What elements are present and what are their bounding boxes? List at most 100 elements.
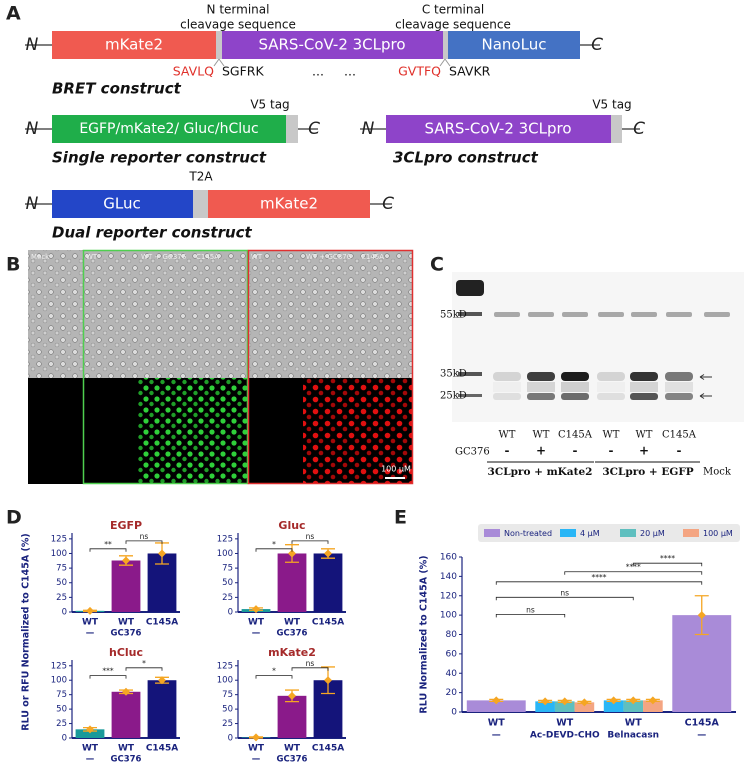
construct-name: 3CLpro construct bbox=[393, 149, 539, 167]
y-axis-label: RLU or RFU Normalized to C145A (%) bbox=[21, 533, 32, 731]
segment-label: GLuc bbox=[103, 195, 140, 213]
n-terminus: N bbox=[26, 119, 39, 139]
significance-bracket bbox=[291, 667, 329, 671]
site-caption: cleavage sequence bbox=[180, 18, 296, 32]
y-tick-label: 25 bbox=[222, 719, 233, 729]
y-tick-label: 25 bbox=[56, 719, 67, 729]
legend-label: 20 μM bbox=[640, 529, 665, 538]
band bbox=[630, 393, 658, 400]
significance-label: ns bbox=[140, 532, 149, 541]
c-terminus: C bbox=[591, 35, 603, 55]
treatment-sign: + bbox=[536, 444, 546, 458]
y-tick-label: 75 bbox=[222, 690, 233, 700]
y-tick-label: 100 bbox=[51, 549, 67, 559]
y-tick-label: 100 bbox=[51, 676, 67, 686]
x-tick-note: GC376 bbox=[111, 629, 142, 639]
smear bbox=[665, 382, 693, 392]
construct-name: Dual reporter construct bbox=[52, 224, 253, 242]
x-tick-label: WT bbox=[556, 718, 573, 729]
significance-bracket bbox=[89, 675, 127, 679]
x-tick-note: GC376 bbox=[277, 755, 308, 764]
group-label: 3CLpro + mKate2 bbox=[488, 466, 593, 478]
n-terminus: N bbox=[26, 194, 39, 214]
smear bbox=[493, 382, 521, 392]
band bbox=[494, 312, 520, 317]
mean-point bbox=[288, 549, 296, 558]
x-tick-note: — bbox=[697, 731, 706, 741]
y-tick-label: 50 bbox=[222, 578, 233, 588]
y-tick-label: 125 bbox=[51, 661, 67, 671]
lane-label: WT bbox=[636, 430, 653, 441]
marker-label: 35kD bbox=[440, 369, 467, 380]
mean-point bbox=[648, 696, 657, 705]
x-tick-note: Belnacasn bbox=[607, 731, 659, 741]
y-tick-label: 80 bbox=[446, 630, 458, 640]
x-tick-label: WT bbox=[284, 744, 301, 754]
significance-label: ns bbox=[306, 659, 315, 668]
mean-point bbox=[609, 696, 618, 705]
band bbox=[493, 393, 521, 400]
chart-title: mKate2 bbox=[268, 646, 316, 659]
mean-point bbox=[252, 733, 260, 742]
tag-label: V5 tag bbox=[250, 98, 289, 112]
band bbox=[666, 312, 692, 317]
band bbox=[561, 372, 589, 381]
legend-swatch bbox=[560, 529, 576, 537]
segment-label: EGFP/mKate2/ Gluc/hCluc bbox=[79, 121, 258, 137]
treatment-sign: - bbox=[677, 444, 682, 458]
lane-label: C145A bbox=[558, 430, 593, 441]
chart-title: Gluc bbox=[278, 519, 305, 532]
x-tick-label: WT bbox=[248, 618, 265, 628]
segment-label: mKate2 bbox=[260, 195, 318, 213]
lane-label: WT bbox=[499, 430, 516, 441]
x-tick-label: WT bbox=[248, 744, 265, 754]
site-sequence: SGFRK bbox=[222, 64, 264, 79]
marker-label: 25kD bbox=[440, 391, 467, 402]
bar bbox=[574, 702, 595, 712]
y-axis-label: RLU Normalized to C145A (%) bbox=[419, 555, 430, 713]
significance-bracket bbox=[495, 596, 634, 601]
legend-swatch bbox=[484, 529, 500, 537]
significance-label: ns bbox=[306, 532, 315, 541]
significance-bracket bbox=[125, 540, 163, 544]
group-label: 3CLpro + EGFP bbox=[602, 466, 693, 478]
mean-point bbox=[629, 696, 638, 705]
legend-label: 100 μM bbox=[703, 529, 733, 538]
segment-label: SARS-CoV-2 3CLpro bbox=[424, 120, 571, 138]
lane-label: C145A bbox=[662, 430, 697, 441]
mean-point bbox=[158, 676, 166, 685]
y-tick-label: 100 bbox=[217, 549, 233, 559]
significance-label: ns bbox=[560, 588, 569, 597]
y-tick-label: 75 bbox=[56, 690, 67, 700]
ladder-band bbox=[456, 280, 484, 296]
x-tick-note: — bbox=[86, 755, 95, 764]
treatment-sign: - bbox=[505, 444, 510, 458]
y-tick-label: 50 bbox=[222, 705, 233, 715]
y-tick-label: 50 bbox=[56, 705, 67, 715]
band bbox=[704, 312, 730, 317]
segment bbox=[208, 190, 370, 218]
band bbox=[561, 393, 589, 400]
x-tick-label: C145A bbox=[146, 618, 178, 628]
lane-label: WT bbox=[533, 430, 550, 441]
bar bbox=[313, 553, 343, 612]
mean-point bbox=[324, 549, 332, 558]
x-tick-note: — bbox=[492, 731, 501, 741]
column-label: WT + GC376 bbox=[141, 253, 187, 261]
significance-label: * bbox=[142, 659, 146, 668]
x-tick-label: WT bbox=[284, 618, 301, 628]
site-caption: cleavage sequence bbox=[395, 18, 511, 32]
bar bbox=[466, 700, 526, 712]
column-label: Mock bbox=[31, 253, 50, 261]
mean-point bbox=[288, 691, 296, 700]
x-tick-note: Ac-DEVD-CHO bbox=[530, 731, 600, 741]
significance-bracket bbox=[255, 675, 293, 679]
x-tick-note: GC376 bbox=[111, 755, 142, 764]
segment bbox=[448, 31, 580, 59]
treatment-label: GC376 bbox=[455, 447, 490, 458]
fluorescence-image bbox=[138, 378, 248, 484]
column-label: WT bbox=[251, 253, 263, 261]
panel-d: D RLU or RFU Normalized to C145A (%) EGF… bbox=[6, 507, 346, 764]
significance-label: *** bbox=[102, 667, 114, 676]
